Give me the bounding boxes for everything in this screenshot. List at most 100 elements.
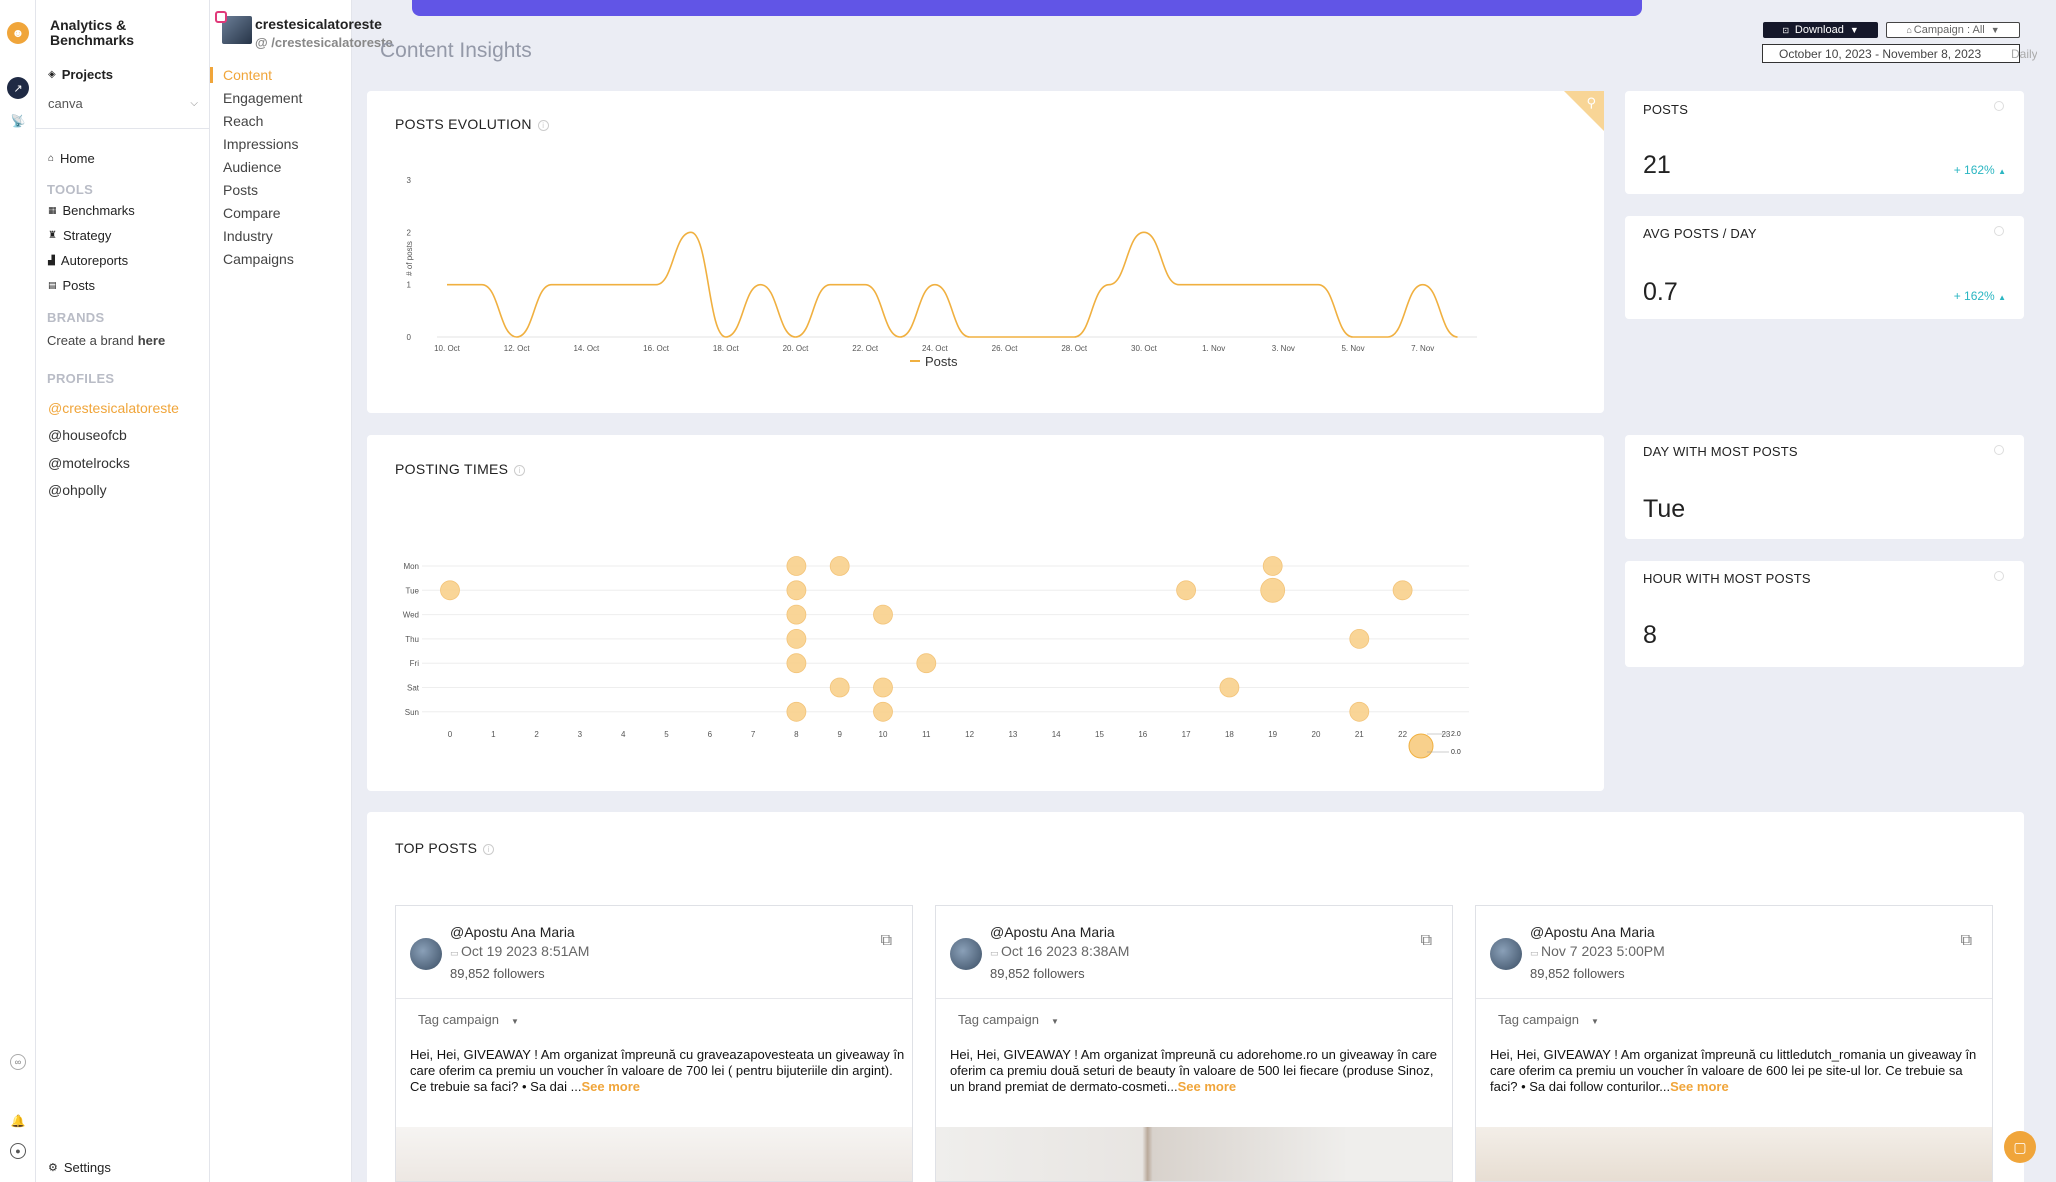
bubble-point: [1260, 577, 1286, 603]
bubble-point: [786, 653, 807, 674]
bubble-point: [829, 556, 850, 576]
active-indicator: [210, 67, 213, 83]
info-icon[interactable]: [1994, 571, 2004, 581]
download-button[interactable]: ⊡ Download ▼: [1763, 22, 1878, 38]
user-icon[interactable]: ●: [10, 1143, 26, 1159]
subnav-item-industry[interactable]: Industry: [223, 228, 273, 244]
sidebar-item-home[interactable]: ⌂ Home: [48, 151, 95, 166]
logo-icon[interactable]: ☻: [7, 22, 29, 44]
sidebar-item-strategy[interactable]: ♜ Strategy: [48, 228, 111, 243]
post-image[interactable]: [936, 1127, 1452, 1181]
subnav-item-compare[interactable]: Compare: [223, 205, 281, 221]
post-author[interactable]: @Apostu Ana Maria: [1530, 924, 1655, 940]
project-select[interactable]: canva ⌵: [48, 96, 198, 111]
post-date: ▭ Oct 19 2023 8:51AM: [450, 943, 590, 959]
top-post-card[interactable]: @Apostu Ana Maria ▭ Oct 16 2023 8:38AM 8…: [935, 905, 1453, 1182]
create-brand-link[interactable]: here: [137, 333, 166, 348]
avatar: [410, 938, 442, 970]
chat-launcher-button[interactable]: ▢: [2004, 1131, 2036, 1163]
analytics-icon[interactable]: ↗: [7, 77, 29, 99]
kpi-value: Tue: [1643, 495, 1686, 523]
x-tick-label: 11: [922, 730, 931, 739]
post-followers: 89,852 followers: [450, 966, 545, 981]
zoom-corner[interactable]: [1564, 91, 1604, 131]
settings-link[interactable]: ⚙ Settings: [48, 1160, 111, 1175]
y-tick-label: Mon: [403, 562, 419, 571]
tag-campaign-select[interactable]: Tag campaign ▼: [958, 1012, 1059, 1027]
info-icon[interactable]: i: [483, 843, 495, 855]
page-title: Content Insights: [380, 39, 532, 62]
post-image[interactable]: [1476, 1127, 1992, 1181]
posting-times-title: POSTING TIMES i: [395, 461, 526, 477]
info-icon[interactable]: i: [537, 119, 549, 131]
profile-item[interactable]: @crestesicalatoreste: [48, 400, 179, 416]
account-avatar[interactable]: [222, 16, 252, 44]
subnav-item-impressions[interactable]: Impressions: [223, 136, 299, 152]
brands-heading: BRANDS: [47, 310, 105, 325]
external-link-icon[interactable]: ⧉: [1960, 932, 1972, 949]
posts-evolution-title: POSTS EVOLUTION i: [395, 116, 549, 132]
kpi-day-most-posts: DAY WITH MOST POSTS Tue: [1625, 435, 2024, 539]
x-tick-label: 18. Oct: [713, 344, 740, 353]
bubble-point: [873, 701, 893, 722]
tag-campaign-select[interactable]: Tag campaign ▼: [1498, 1012, 1599, 1027]
tag-campaign-select[interactable]: Tag campaign ▼: [418, 1012, 519, 1027]
sidebar-item-posts[interactable]: ▤ Posts: [48, 278, 95, 293]
bubble-point: [1262, 556, 1283, 576]
subnav-item-posts[interactable]: Posts: [223, 182, 259, 198]
bell-icon[interactable]: 🔔: [10, 1114, 26, 1128]
subnav-item-reach[interactable]: Reach: [223, 113, 264, 129]
info-icon[interactable]: [1994, 101, 2004, 111]
sidebar-item-autoreports[interactable]: ▟ Autoreports: [48, 253, 128, 268]
info-icon[interactable]: [1994, 226, 2004, 236]
profile-item[interactable]: @motelrocks: [48, 455, 130, 471]
size-legend-bubble: [1408, 733, 1434, 759]
kpi-value: 8: [1643, 621, 1657, 649]
post-caption: Hei, Hei, GIVEAWAY ! Am organizat împreu…: [1490, 1047, 1977, 1094]
info-icon[interactable]: [1994, 445, 2004, 455]
home-icon: ⌂: [48, 153, 55, 164]
kpi-hour-most-posts: HOUR WITH MOST POSTS 8: [1625, 561, 2024, 667]
bubble-point: [1349, 628, 1370, 649]
subnav-item-content[interactable]: Content: [223, 67, 273, 83]
sidebar: Analytics & Benchmarks ◈ Projects canva …: [36, 0, 210, 1182]
caret-down-icon: ▼: [1990, 25, 2000, 35]
date-range-picker[interactable]: October 10, 2023 - November 8, 2023 Dail…: [1762, 44, 2037, 63]
post-author[interactable]: @Apostu Ana Maria: [990, 924, 1115, 940]
y-tick-label: Sat: [407, 684, 420, 693]
size-legend-min: 0.0: [1451, 749, 1461, 756]
subnav-item-audience[interactable]: Audience: [223, 159, 282, 175]
see-more-link[interactable]: See more: [1670, 1079, 1729, 1094]
external-link-icon[interactable]: ⧉: [1420, 932, 1432, 949]
post-image[interactable]: [396, 1127, 912, 1181]
bubble-point: [1349, 701, 1370, 722]
external-link-icon[interactable]: ⧉: [880, 932, 892, 949]
campaign-filter[interactable]: ⌂ Campaign : All ▼: [1886, 22, 2020, 38]
profile-item[interactable]: @ohpolly: [48, 482, 107, 498]
projects-link[interactable]: ◈ Projects: [48, 67, 113, 82]
caret-down-icon: ▼: [1849, 25, 1859, 35]
top-posts-title: TOP POSTS i: [395, 840, 495, 856]
see-more-link[interactable]: See more: [1177, 1079, 1237, 1094]
see-more-link[interactable]: See more: [581, 1079, 641, 1094]
profile-item[interactable]: @houseofcb: [48, 427, 127, 443]
post-author[interactable]: @Apostu Ana Maria: [450, 924, 575, 940]
sidebar-item-benchmarks[interactable]: ▦ Benchmarks: [48, 203, 135, 218]
x-tick-label: 9: [837, 730, 842, 739]
subnav-item-engagement[interactable]: Engagement: [223, 90, 303, 106]
subnav-item-campaigns[interactable]: Campaigns: [223, 251, 294, 267]
bubble-point: [786, 580, 807, 601]
info-icon[interactable]: i: [514, 464, 526, 476]
y-axis-label: # of posts: [405, 241, 414, 276]
top-post-card[interactable]: @Apostu Ana Maria ▭ Nov 7 2023 5:00PM 89…: [1475, 905, 1993, 1182]
link-icon[interactable]: ∞: [10, 1054, 26, 1070]
listening-icon[interactable]: 📡: [10, 114, 26, 128]
avatar: [950, 938, 982, 970]
x-tick-label: 20: [1312, 730, 1321, 739]
top-post-card[interactable]: @Apostu Ana Maria ▭ Oct 19 2023 8:51AM 8…: [395, 905, 913, 1182]
bubble-point: [786, 701, 807, 722]
posts-evolution-card: POSTS EVOLUTION i ⚲ 0 1 2 3 10. Oct 12. Oct 14…: [367, 91, 1604, 413]
project-selected-value: canva: [48, 96, 83, 111]
arrow-up-icon: ▲: [1998, 167, 2006, 176]
